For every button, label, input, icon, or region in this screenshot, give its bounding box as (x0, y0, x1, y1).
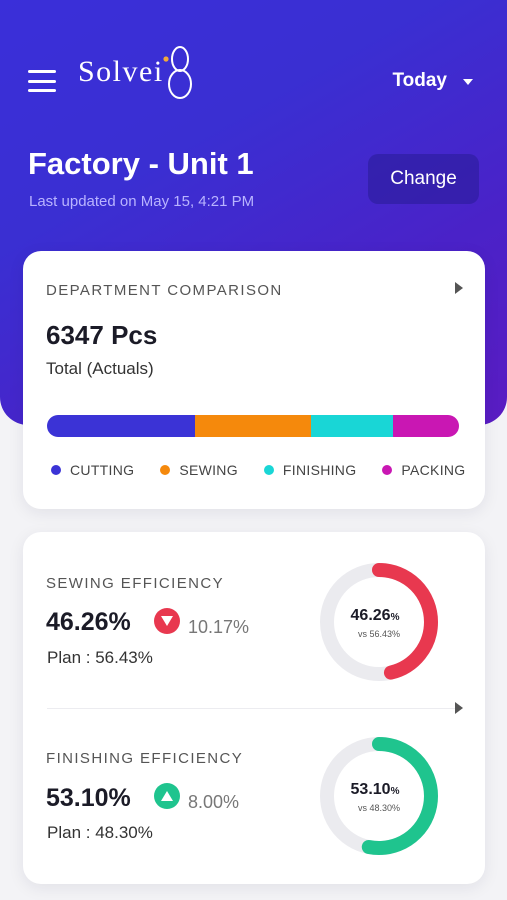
bar-segment-packing (393, 415, 459, 437)
finishing-efficiency-value: 53.10% (46, 784, 131, 812)
total-actuals-label: Total (Actuals) (46, 359, 154, 378)
sewing-donut-arc (320, 563, 438, 681)
last-updated-text: Last updated on May 15, 4:21 PM (29, 193, 255, 210)
chevron-right-icon[interactable] (455, 702, 463, 714)
legend-item-finishing: FINISHING (263, 462, 357, 478)
finishing-donut-percent: % (391, 786, 400, 797)
efficiency-card[interactable]: SEWING EFFICIENCY 46.26% 10.17% Plan : 5… (23, 532, 485, 884)
chevron-right-icon[interactable] (455, 282, 463, 294)
finishing-delta: 8.00% (188, 792, 240, 812)
triangle-up-icon (154, 783, 180, 809)
svg-text:46.26%: 46.26% (351, 607, 400, 624)
legend-label: CUTTING (70, 462, 135, 478)
total-actuals-value: 6347 Pcs (46, 320, 158, 350)
legend-label: PACKING (401, 462, 466, 478)
svg-text:53.10%: 53.10% (351, 781, 400, 798)
finishing-plan: Plan : 48.30% (47, 823, 153, 842)
legend-item-packing: PACKING (382, 462, 465, 478)
legend-item-cutting: CUTTING (51, 462, 134, 478)
sewing-delta: 10.17% (188, 617, 250, 637)
department-legend: CUTTING SEWING FINISHING PACKING (51, 462, 465, 478)
hamburger-icon[interactable] (28, 70, 56, 92)
department-comparison-card[interactable]: DEPARTMENT COMPARISON 6347 Pcs Total (Ac… (23, 251, 485, 509)
sewing-donut-value: 46.26 (351, 607, 391, 624)
logo-text: Solvei (78, 55, 164, 88)
bar-segment-sewing (195, 415, 311, 437)
caret-down-icon (463, 79, 473, 85)
finishing-donut-value: 53.10 (351, 781, 391, 798)
finishing-efficiency-title: FINISHING EFFICIENCY (46, 750, 244, 767)
legend-item-sewing: SEWING (160, 462, 238, 478)
logo-eight-icon (163, 46, 192, 99)
sewing-donut-vs: vs 56.43% (358, 629, 400, 639)
factory-title: Factory - Unit 1 (28, 146, 254, 181)
sewing-efficiency-value: 46.26% (46, 608, 131, 636)
department-stacked-bar (47, 415, 459, 437)
legend-dot (382, 465, 393, 475)
bar-segment-finishing (310, 415, 394, 437)
sewing-plan: Plan : 56.43% (47, 648, 153, 667)
app-logo: Solvei (78, 42, 196, 102)
department-comparison-title: DEPARTMENT COMPARISON (46, 282, 283, 299)
period-dropdown[interactable]: Today (392, 70, 473, 92)
legend-dot (263, 465, 274, 475)
sewing-donut-chart: 46.26% vs 56.43% (320, 563, 438, 681)
bar-segment-cutting (47, 415, 196, 437)
change-button[interactable]: Change (368, 154, 479, 204)
legend-dot (160, 465, 171, 475)
finishing-donut-vs: vs 48.30% (358, 803, 400, 813)
sewing-efficiency-title: SEWING EFFICIENCY (46, 575, 224, 592)
legend-label: SEWING (179, 462, 238, 478)
period-label: Today (392, 70, 447, 91)
legend-label: FINISHING (282, 462, 357, 478)
finishing-donut-chart: 53.10% vs 48.30% (320, 737, 438, 855)
card-divider (47, 708, 461, 709)
sewing-donut-percent: % (391, 612, 400, 623)
legend-dot (51, 465, 61, 475)
finishing-donut-arc (320, 737, 438, 855)
triangle-down-icon (154, 608, 180, 634)
